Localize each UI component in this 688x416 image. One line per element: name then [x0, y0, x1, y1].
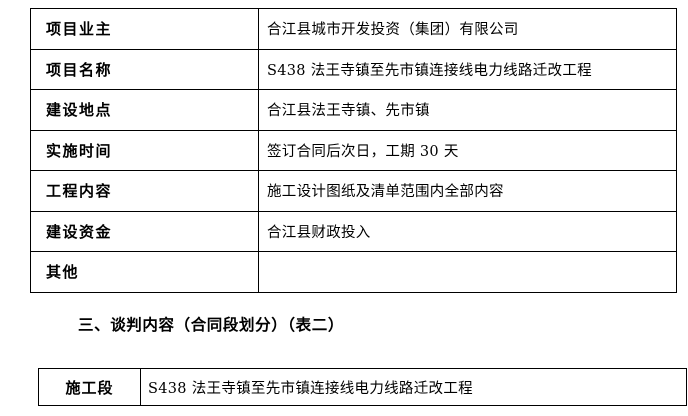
row-value-other: [258, 251, 677, 293]
row-label-other: 其他: [30, 251, 259, 293]
table-row: 工程内容 施工设计图纸及清单范围内全部内容: [30, 170, 677, 212]
table-row: 项目业主 合江县城市开发投资（集团）有限公司: [30, 8, 677, 50]
row-label-construction-funds: 建设资金: [30, 210, 259, 252]
row-value-construction-location: 合江县法王寺镇、先市镇: [258, 89, 677, 131]
table-row: 建设资金 合江县财政投入: [30, 210, 677, 252]
row-value-project-name: S438 法王寺镇至先市镇连接线电力线路迁改工程: [258, 48, 677, 90]
project-info-table-body: 项目业主 合江县城市开发投资（集团）有限公司 项目名称 S438 法王寺镇至先市…: [30, 8, 677, 293]
row-label-implementation-time: 实施时间: [30, 129, 259, 171]
project-info-table: 项目业主 合江县城市开发投资（集团）有限公司 项目名称 S438 法王寺镇至先市…: [30, 8, 677, 293]
row-label-project-content: 工程内容: [30, 170, 259, 212]
table-row: 实施时间 签订合同后次日，工期 30 天: [30, 129, 677, 171]
row-value-implementation-time: 签订合同后次日，工期 30 天: [258, 129, 677, 171]
construction-section-table: 施工段 S438 法王寺镇至先市镇连接线电力线路迁改工程: [38, 368, 687, 406]
table-row: 项目名称 S438 法王寺镇至先市镇连接线电力线路迁改工程: [30, 48, 677, 90]
row-label-construction-section: 施工段: [38, 368, 141, 406]
row-label-construction-location: 建设地点: [30, 89, 259, 131]
row-value-project-owner: 合江县城市开发投资（集团）有限公司: [258, 8, 677, 50]
table-row: 施工段 S438 法王寺镇至先市镇连接线电力线路迁改工程: [38, 368, 687, 406]
row-label-project-owner: 项目业主: [30, 8, 259, 50]
table-row: 其他: [30, 251, 677, 293]
construction-section-table-body: 施工段 S438 法王寺镇至先市镇连接线电力线路迁改工程: [38, 368, 687, 406]
row-value-project-content: 施工设计图纸及清单范围内全部内容: [258, 170, 677, 212]
section-heading-negotiation-content: 三、谈判内容（合同段划分）（表二）: [78, 315, 344, 334]
row-value-construction-section: S438 法王寺镇至先市镇连接线电力线路迁改工程: [140, 368, 687, 406]
table-row: 建设地点 合江县法王寺镇、先市镇: [30, 89, 677, 131]
row-value-construction-funds: 合江县财政投入: [258, 210, 677, 252]
row-label-project-name: 项目名称: [30, 48, 259, 90]
